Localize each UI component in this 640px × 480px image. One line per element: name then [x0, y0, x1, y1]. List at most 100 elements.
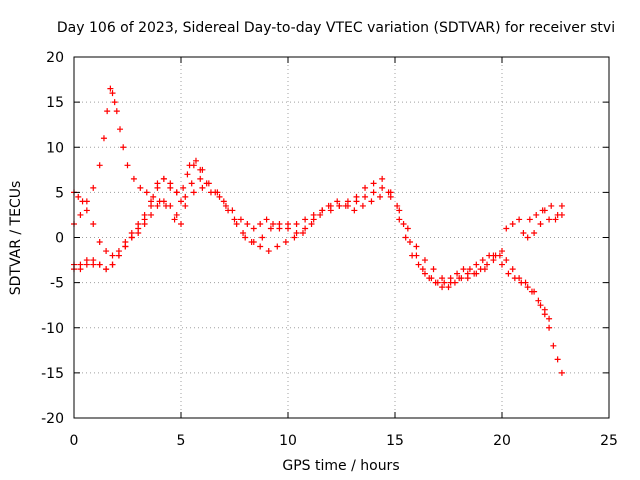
data-point: [111, 99, 118, 106]
data-point: [244, 220, 251, 227]
data-point: [237, 216, 244, 223]
series-track-1: [71, 85, 565, 376]
data-point: [447, 279, 454, 286]
y-tick-label: -15: [41, 366, 64, 382]
x-axis-label: GPS time / hours: [282, 458, 399, 474]
data-point: [135, 229, 142, 236]
data-point: [344, 202, 351, 209]
data-point: [456, 275, 463, 282]
series-track-4: [71, 157, 206, 273]
data-point: [90, 261, 97, 268]
series-track-2: [71, 175, 553, 322]
data-point: [445, 284, 452, 291]
data-point: [199, 184, 206, 191]
data-point: [499, 248, 505, 255]
data-point: [503, 257, 510, 264]
data-point: [479, 257, 486, 264]
y-tick-label: -20: [41, 411, 64, 427]
data-point: [327, 207, 334, 214]
data-point: [270, 220, 277, 227]
data-point: [368, 198, 375, 205]
data-point: [473, 270, 480, 277]
data-point: [505, 270, 512, 277]
series-track-6: [526, 207, 565, 223]
data-point: [387, 193, 394, 200]
data-point: [90, 184, 97, 191]
data-point: [197, 175, 204, 182]
data-point: [336, 202, 343, 209]
data-point: [535, 297, 542, 304]
data-point: [370, 180, 377, 187]
data-point: [524, 284, 531, 291]
data-point: [406, 239, 413, 246]
data-point: [107, 85, 114, 92]
data-point: [413, 252, 420, 259]
data-point: [274, 243, 281, 250]
data-point: [143, 189, 150, 196]
data-point: [141, 220, 148, 227]
y-tick-label: -10: [41, 321, 64, 337]
data-point: [370, 189, 377, 196]
data-point: [426, 275, 433, 282]
data-point: [109, 252, 116, 259]
data-point: [334, 198, 341, 205]
series-track-5: [503, 202, 565, 241]
data-point: [554, 356, 561, 363]
data-point: [282, 239, 289, 246]
y-tick-labels: -20 -15 -10 -5 0 5 10 15 20: [41, 50, 64, 427]
data-point: [259, 234, 266, 241]
data-point: [220, 198, 227, 205]
data-point: [167, 202, 174, 209]
data-point: [464, 270, 471, 277]
data-point: [359, 202, 366, 209]
data-point: [466, 266, 473, 273]
data-point: [541, 306, 548, 313]
data-point: [402, 234, 409, 241]
data-point: [265, 248, 272, 255]
data-point: [240, 229, 247, 236]
data-point: [546, 216, 553, 223]
data-point: [180, 184, 187, 191]
data-point: [419, 266, 426, 273]
data-point: [484, 261, 491, 268]
x-tick-label: 0: [70, 433, 79, 449]
data-point: [83, 207, 90, 214]
data-point: [299, 229, 306, 236]
x-tick-label: 25: [600, 433, 618, 449]
data-point: [96, 239, 103, 246]
y-tick-label: -5: [50, 276, 64, 292]
data-point: [413, 243, 420, 250]
data-point: [173, 189, 180, 196]
data-point: [394, 202, 401, 209]
data-point: [516, 275, 523, 282]
data-point: [276, 220, 283, 227]
data-point: [317, 211, 324, 218]
data-point: [308, 220, 315, 227]
data-point: [120, 144, 127, 151]
data-point: [186, 162, 193, 169]
data-point: [154, 184, 161, 191]
data-point: [558, 369, 565, 376]
data-point: [302, 225, 309, 232]
series-track-3: [71, 175, 505, 286]
data-point: [104, 108, 111, 115]
data-point: [148, 211, 155, 218]
data-point: [225, 207, 232, 214]
data-point: [430, 266, 437, 273]
data-point: [325, 202, 332, 209]
data-point: [100, 135, 107, 142]
y-tick-label: 5: [55, 185, 64, 201]
data-point: [178, 198, 184, 205]
data-point: [353, 198, 360, 205]
data-point: [302, 216, 309, 223]
data-point: [148, 202, 155, 209]
y-tick-label: 10: [46, 140, 64, 156]
data-point: [137, 184, 144, 191]
data-point: [242, 234, 249, 241]
data-point: [257, 243, 264, 250]
data-point: [115, 252, 122, 259]
data-point: [421, 270, 428, 277]
axis-ticks: [73, 56, 610, 419]
data-point: [109, 90, 116, 97]
